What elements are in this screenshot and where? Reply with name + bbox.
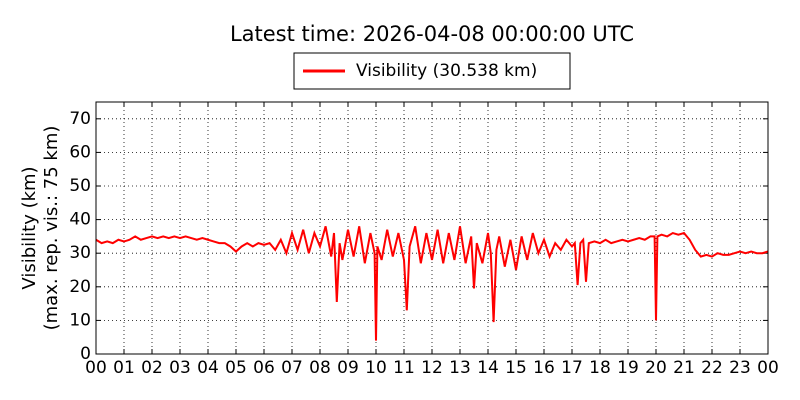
x-tick-label: 17 (561, 358, 583, 378)
legend-label: Visibility (30.538 km) (356, 61, 537, 81)
x-tick-label: 15 (505, 358, 527, 378)
x-tick-label: 13 (449, 358, 471, 378)
y-tick-label: 50 (69, 176, 91, 196)
plot-frame (95, 101, 769, 355)
x-tick-label: 05 (225, 358, 247, 378)
x-tick-label: 21 (673, 358, 695, 378)
x-tick-label: 18 (589, 358, 611, 378)
x-tick-label: 20 (645, 358, 667, 378)
x-tick-label: 09 (337, 358, 359, 378)
x-tick-label: 10 (365, 358, 387, 378)
x-tick-label: 11 (393, 358, 415, 378)
y-axis-label: (max. rep. vis.: 75 km) (41, 126, 62, 331)
series-line (95, 226, 769, 341)
x-tick-label: 23 (729, 358, 751, 378)
x-tick-label: 22 (701, 358, 723, 378)
y-tick-label: 30 (69, 243, 91, 263)
x-tick-label: 14 (477, 358, 499, 378)
x-tick-label: 00 (757, 358, 779, 378)
y-tick-label: 40 (69, 210, 91, 230)
x-tick-label: 16 (533, 358, 555, 378)
y-tick-label: 20 (69, 277, 91, 297)
x-tick-label: 00 (85, 358, 107, 378)
x-tick-label: 01 (113, 358, 135, 378)
y-tick-label: 0 (80, 344, 91, 364)
x-tick-label: 04 (197, 358, 219, 378)
y-tick-label: 10 (69, 310, 91, 330)
x-tick-label: 07 (281, 358, 303, 378)
y-tick-label: 60 (69, 142, 91, 162)
x-tick-label: 12 (421, 358, 443, 378)
x-tick-label: 19 (617, 358, 639, 378)
y-tick-label: 70 (69, 109, 91, 129)
y-axis-label: Visibility (km) (19, 166, 40, 289)
x-tick-label: 08 (309, 358, 331, 378)
x-tick-label: 02 (141, 358, 163, 378)
chart-title: Latest time: 2026-04-08 00:00:00 UTC (230, 22, 634, 46)
x-tick-label: 06 (253, 358, 275, 378)
x-tick-label: 03 (169, 358, 191, 378)
